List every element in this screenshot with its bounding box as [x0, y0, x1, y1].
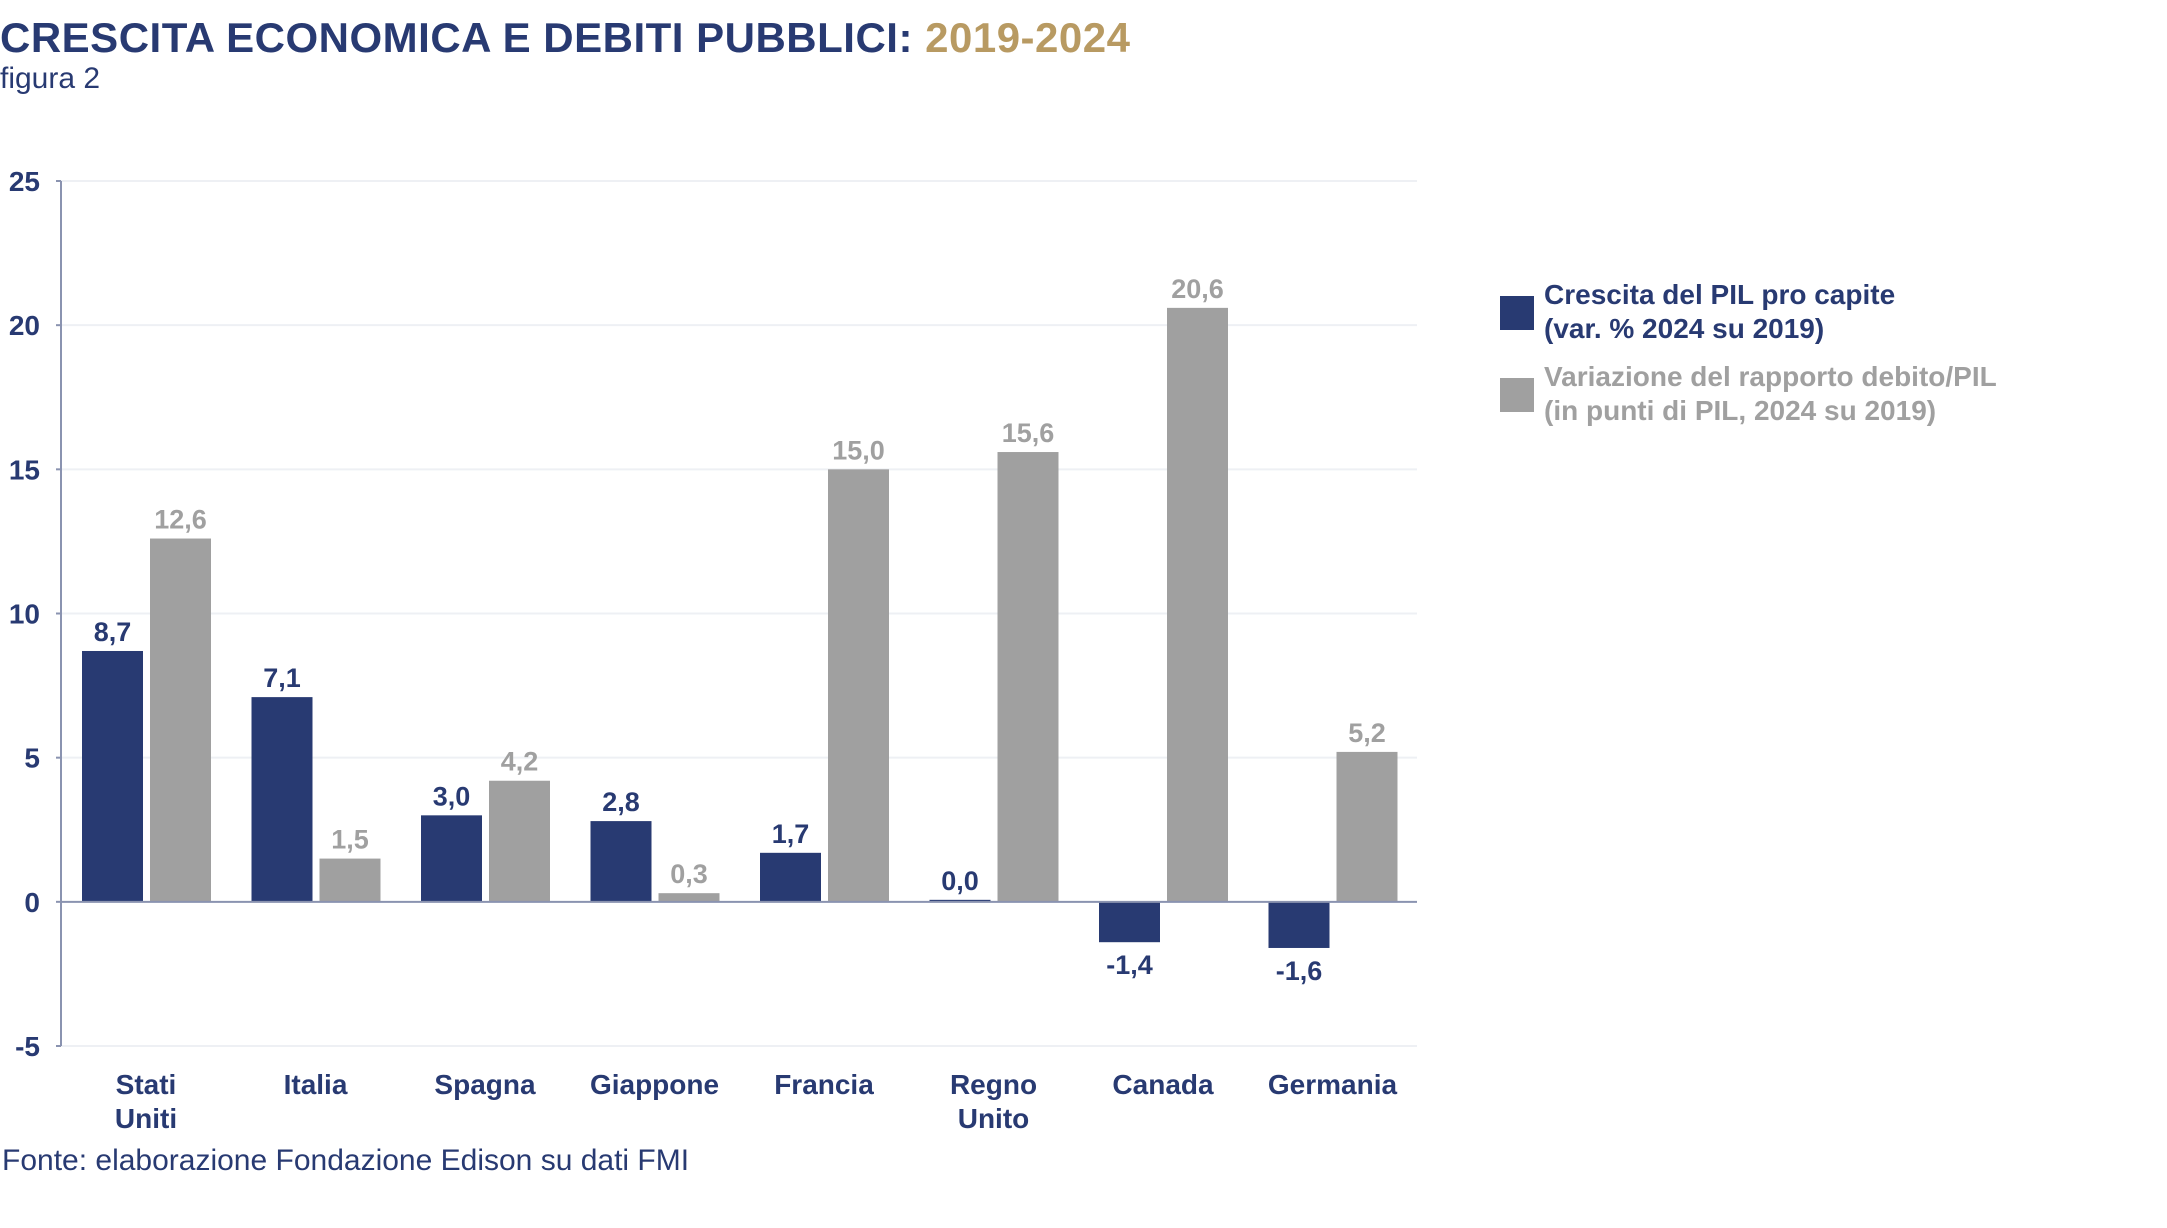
- bar-debt: [319, 858, 381, 902]
- data-label: 1,5: [331, 825, 369, 855]
- legend: Crescita del PIL pro capite (var. % 2024…: [1500, 278, 1997, 442]
- x-tick-label: Italia: [284, 1069, 348, 1100]
- x-tick-label: Unito: [958, 1103, 1030, 1134]
- legend-label-debt-line1: Variazione del rapporto debito/PIL: [1544, 361, 1997, 392]
- data-label: 2,8: [602, 787, 640, 817]
- y-tick-label: 15: [9, 454, 40, 485]
- title-main: CRESCITA ECONOMICA E DEBITI PUBBLICI:: [0, 14, 913, 61]
- data-label: 0,0: [941, 866, 979, 896]
- legend-label-debt-line2: (in punti di PIL, 2024 su 2019): [1544, 395, 1937, 426]
- legend-item-debt: Variazione del rapporto debito/PIL (in p…: [1500, 360, 1997, 428]
- legend-label-gdp: Crescita del PIL pro capite (var. % 2024…: [1544, 278, 1895, 346]
- bar-gdp: [82, 650, 143, 902]
- y-tick-label: 20: [9, 310, 40, 341]
- y-tick-label: 10: [9, 599, 40, 630]
- legend-label-gdp-line1: Crescita del PIL pro capite: [1544, 279, 1896, 310]
- x-tick-label: Regno: [950, 1069, 1037, 1100]
- bar-debt: [150, 538, 211, 902]
- data-label: 15,6: [1002, 418, 1055, 448]
- data-label: 1,7: [772, 819, 810, 849]
- legend-label-debt: Variazione del rapporto debito/PIL (in p…: [1544, 360, 1997, 428]
- x-tick-label: Uniti: [115, 1103, 177, 1134]
- x-tick-label: Germania: [1268, 1069, 1398, 1100]
- bar-gdp: [1099, 901, 1160, 943]
- x-tick-label: Stati: [116, 1069, 177, 1100]
- legend-label-gdp-line2: (var. % 2024 su 2019): [1544, 313, 1825, 344]
- y-tick-label: 25: [9, 166, 40, 197]
- bar-gdp: [760, 852, 821, 902]
- bar-debt: [1336, 751, 1398, 902]
- legend-swatch-debt: [1500, 378, 1534, 412]
- data-label: 8,7: [94, 617, 132, 647]
- legend-item-gdp: Crescita del PIL pro capite (var. % 2024…: [1500, 278, 1997, 346]
- x-tick-label: Spagna: [434, 1069, 536, 1100]
- legend-swatch-gdp: [1500, 296, 1534, 330]
- data-label: 15,0: [832, 435, 885, 465]
- x-tick-label: Francia: [774, 1069, 874, 1100]
- source-note: Fonte: elaborazione Fondazione Edison su…: [2, 1144, 690, 1177]
- bar-gdp: [421, 815, 482, 902]
- bar-debt: [1167, 307, 1228, 902]
- data-label: -1,4: [1106, 950, 1153, 980]
- bar-debt: [658, 893, 720, 902]
- data-label: 4,2: [501, 747, 539, 777]
- title-years: 2019-2024: [925, 14, 1131, 61]
- y-tick-label: -5: [15, 1031, 40, 1062]
- y-tick-label: 0: [24, 887, 40, 918]
- y-tick-label: 5: [24, 743, 40, 774]
- data-label: 0,3: [670, 859, 708, 889]
- bar-gdp: [590, 821, 652, 902]
- x-tick-label: Giappone: [590, 1069, 719, 1100]
- bar-gdp: [1268, 901, 1330, 948]
- data-label: 5,2: [1348, 718, 1386, 748]
- chart-title: CRESCITA ECONOMICA E DEBITI PUBBLICI: 20…: [0, 14, 1130, 62]
- bar-debt: [997, 452, 1059, 902]
- bar-debt: [828, 469, 889, 902]
- data-label: 3,0: [433, 781, 471, 811]
- chart-subtitle: figura 2: [0, 62, 101, 95]
- x-tick-label: Canada: [1112, 1069, 1214, 1100]
- data-label: 7,1: [263, 663, 301, 693]
- data-label: 20,6: [1171, 274, 1224, 304]
- bar-debt: [489, 780, 550, 902]
- data-label: -1,6: [1276, 956, 1323, 986]
- data-label: 12,6: [154, 505, 207, 535]
- bar-gdp: [251, 697, 313, 902]
